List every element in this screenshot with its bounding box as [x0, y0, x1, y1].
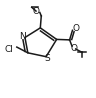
Text: O: O [72, 24, 79, 33]
Text: O: O [33, 7, 39, 16]
Text: Cl: Cl [5, 44, 14, 54]
Text: N: N [19, 32, 26, 41]
Text: O: O [70, 44, 77, 53]
Text: S: S [44, 54, 50, 63]
